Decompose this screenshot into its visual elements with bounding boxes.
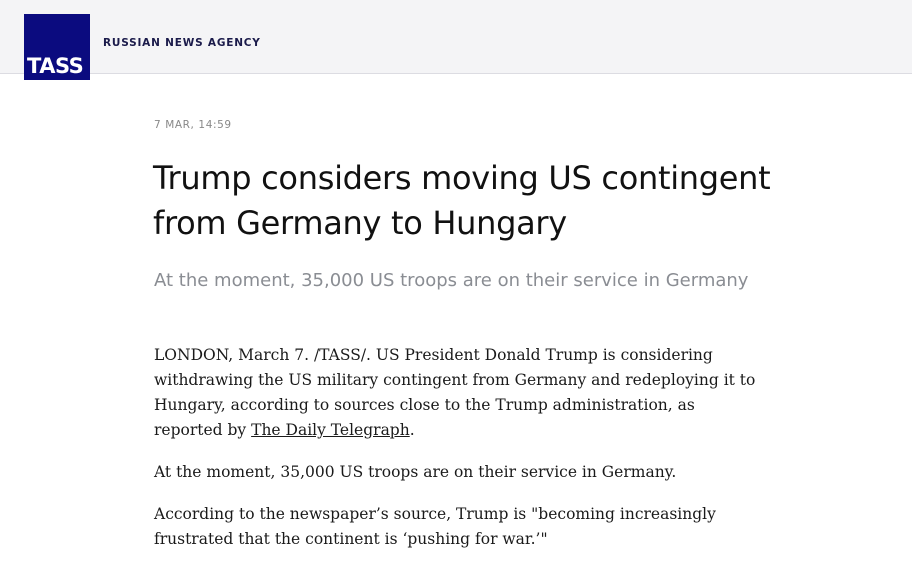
source-link[interactable]: The Daily Telegraph — [251, 421, 410, 439]
article-date: 7 MAR, 14:59 — [154, 119, 232, 131]
site-header: RUSSIAN NEWS AGENCY — [0, 0, 912, 74]
article-body: LONDON, March 7. /TASS/. US President Do… — [154, 343, 764, 569]
paragraph-end: . — [409, 421, 415, 439]
paragraph-2: At the moment, 35,000 US troops are on t… — [154, 463, 677, 481]
logo-text: TASS — [27, 54, 84, 78]
article-title: Trump considers moving US contingent fro… — [153, 159, 771, 242]
paragraph-1: LONDON, March 7. /TASS/. US President Do… — [154, 343, 764, 443]
paragraph-text: LONDON, March 7. /TASS/. US President Do… — [154, 346, 756, 439]
tass-logo[interactable]: TASS — [24, 14, 90, 80]
article-subtitle: At the moment, 35,000 US troops are on t… — [154, 270, 749, 291]
agency-tagline: RUSSIAN NEWS AGENCY — [103, 37, 261, 49]
paragraph-3: According to the newspaper’s source, Tru… — [154, 505, 716, 548]
